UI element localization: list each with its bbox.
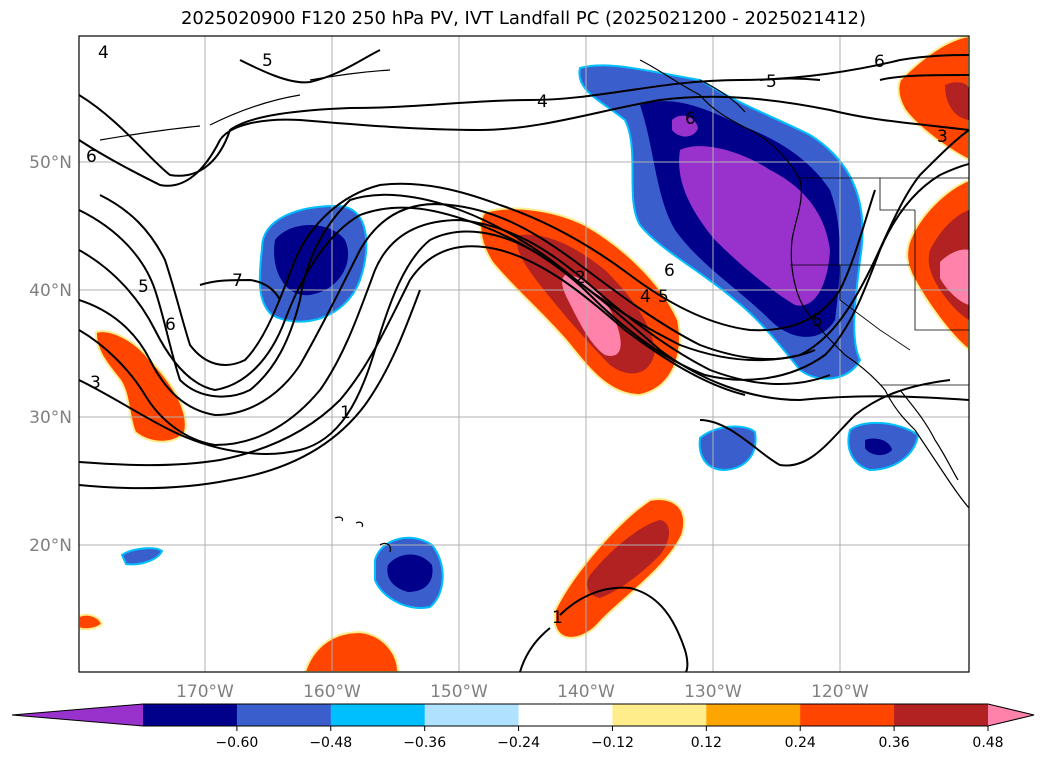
colorbar-swatch [236, 704, 332, 726]
colorbar-outline [11, 703, 1035, 727]
colorbar-label: 0.24 [785, 735, 816, 751]
positive-anomaly-west [94, 330, 187, 443]
coastlines [99, 59, 969, 553]
positive-anomaly-east [79, 36, 969, 631]
lat-label: 20°N [29, 536, 72, 556]
colorbar-label: 0.12 [691, 735, 722, 751]
lon-label: 170°W [176, 682, 234, 702]
lat-label: 30°N [29, 408, 72, 428]
negative-anomaly-tiny [120, 547, 164, 566]
lon-label: 160°W [303, 682, 361, 702]
colorbar-label: 0.48 [972, 735, 1003, 751]
contour-label: 6 [874, 52, 885, 72]
contour-label: 6 [664, 261, 675, 281]
colorbar-label: −0.48 [309, 735, 352, 751]
lon-label: 120°W [811, 682, 869, 702]
lat-label: 50°N [29, 153, 72, 173]
contour-label: 5 [658, 287, 669, 307]
colorbar-swatch [330, 704, 426, 726]
colorbar-swatch [518, 704, 613, 726]
contour-label: 4 [98, 43, 109, 63]
negative-anomaly-hawaii [374, 536, 444, 609]
longitude-labels: 170°W 160°W 150°W 140°W 130°W 120°W [176, 682, 869, 702]
contour-label: 1 [552, 608, 563, 628]
contour-label: 6 [165, 315, 176, 335]
contour-label: 7 [232, 271, 243, 291]
contour-label: 6 [685, 109, 696, 129]
map-frame [78, 35, 970, 673]
graticule [79, 36, 969, 672]
contour-label: 2 [575, 268, 586, 288]
colorbar: −0.60 −0.48 −0.36 −0.24 −0.12 0.12 0.24 0.36 0.4… [11, 703, 1035, 751]
contour-label: 4 [640, 287, 651, 307]
pv-contours [79, 49, 969, 672]
colorbar-label: 0.36 [879, 735, 910, 751]
lon-label: 140°W [557, 682, 615, 702]
contour-label: 3 [90, 373, 101, 393]
contour-label: 5 [138, 277, 149, 297]
contour-label: 3 [937, 127, 948, 147]
colorbar-swatch [424, 704, 520, 726]
colorbar-swatch [143, 704, 238, 726]
contour-label: 1 [340, 403, 351, 423]
contour-label: 6 [86, 147, 97, 167]
colorbar-label: −0.36 [403, 735, 446, 751]
colorbar-extend-left [12, 704, 143, 726]
contour-label: 4 [537, 92, 548, 112]
colorbar-label: −0.60 [215, 735, 258, 751]
lon-label: 130°W [684, 682, 742, 702]
lat-label: 40°N [29, 281, 72, 301]
positive-anomaly-bottom [303, 630, 400, 672]
positive-anomaly-south [554, 498, 686, 639]
colorbar-swatch [706, 704, 801, 726]
contour-label: 5 [812, 311, 823, 331]
colorbar-swatch [894, 704, 989, 726]
lon-label: 150°W [430, 682, 488, 702]
contour-label: 5 [766, 72, 777, 92]
colorbar-extend-right [988, 704, 1034, 726]
contour-labels: 4 5 4 5 6 3 6 7 5 6 3 1 2 4 5 6 1 6 5 [86, 43, 948, 628]
map-title: 2025020900 F120 250 hPa PV, IVT Landfall… [180, 8, 867, 29]
latitude-labels: 50°N 40°N 30°N 20°N [29, 153, 72, 556]
negative-anomaly-small-2 [847, 421, 920, 472]
colorbar-swatch [800, 704, 895, 726]
colorbar-label: −0.12 [591, 735, 634, 751]
colorbar-label: −0.24 [497, 735, 540, 751]
colorbar-swatch [612, 704, 707, 726]
contour-label: 5 [262, 51, 273, 71]
